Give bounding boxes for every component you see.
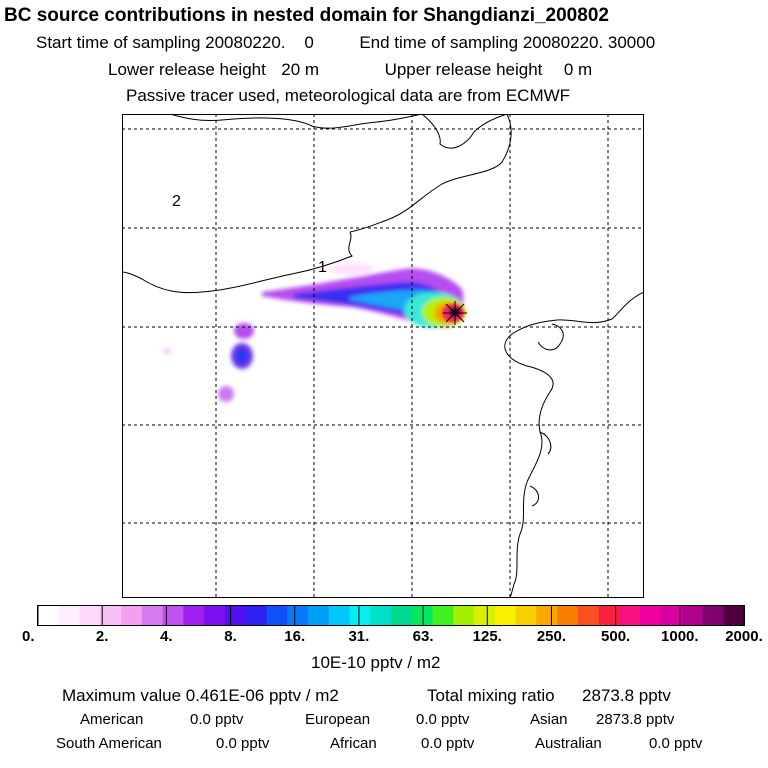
total-mixing: Total mixing ratio 2873.8 pptv [427, 686, 671, 706]
release-heights: Lower release height 20 m Upper release … [108, 60, 592, 80]
colorbar-tick-label: 2000. [725, 628, 763, 645]
colorbar-cell [266, 606, 288, 625]
colorbar-unit: 10E-10 pptv / m2 [311, 653, 441, 672]
colorbar-cell [328, 606, 351, 625]
max-value: Maximum value 0.461E-06 pptv / m2 [62, 686, 339, 706]
patch-west-2-core [236, 348, 248, 364]
patch-west-4 [163, 348, 171, 354]
lower-release-value: 20 m [281, 60, 320, 79]
region-european-name: European [305, 711, 371, 728]
region-label-1: 1 [318, 259, 327, 276]
colorbar-cell [307, 606, 330, 625]
colorbar-cell [204, 606, 226, 625]
region-asian-value: 2873.8 pptv [596, 711, 675, 728]
colorbar-cell [162, 606, 184, 625]
receptor-marker [443, 301, 467, 325]
colorbar-cell [494, 606, 517, 625]
colorbar-cells [38, 606, 745, 625]
colorbar-tick-label: 8. [224, 628, 237, 645]
max-value-label: Maximum value [62, 686, 182, 705]
upper-release-value: 0 m [563, 60, 593, 79]
region-african-name: African [330, 735, 377, 752]
colorbar-cell [287, 606, 309, 625]
colorbar-cell [640, 606, 662, 625]
colorbar-tick-label: 63. [412, 628, 434, 645]
region-australian-name: Australian [535, 735, 602, 752]
colorbar-frame [37, 605, 745, 626]
start-time-value: 20080220. 0 [205, 33, 314, 52]
colorbar-cell [536, 606, 558, 625]
region-african-value: 0.0 pptv [421, 735, 475, 752]
region-american-value: 0.0 pptv [190, 711, 244, 728]
region-australian-value: 0.0 pptv [649, 735, 703, 752]
region-south-american-name: South American [56, 735, 162, 752]
map-frame [122, 114, 644, 598]
colorbar-tick-label: 31. [348, 628, 370, 645]
end-time-value: 20080220. 30000 [522, 33, 656, 52]
colorbar-cell [660, 606, 683, 625]
colorbar-cell [515, 606, 537, 625]
total-mixing-label: Total mixing ratio [427, 686, 555, 705]
map-panel: 2 1 [122, 114, 644, 598]
colorbar-cell [38, 606, 60, 625]
region-south-american-value: 0.0 pptv [216, 735, 270, 752]
colorbar-cell [557, 606, 579, 625]
region-european-value: 0.0 pptv [416, 711, 470, 728]
colorbar-cell [474, 606, 496, 625]
colorbar-tick-label: 250. [536, 628, 567, 645]
colorbar-cell [245, 606, 268, 625]
tracer-note: Passive tracer used, meteorological data… [126, 86, 571, 105]
region-asian-name: Asian [530, 711, 568, 728]
colorbar [37, 605, 745, 626]
upper-release-label: Upper release height [384, 60, 543, 79]
patch-west-3 [218, 386, 234, 402]
colorbar-cell [224, 606, 247, 625]
colorbar-cell [121, 606, 143, 625]
start-time-label: Start time of sampling [36, 33, 201, 52]
colorbar-cell [100, 606, 122, 625]
colorbar-tick-label: 2. [95, 628, 109, 645]
country-boundaries [122, 114, 644, 598]
sampling-times: Start time of sampling 20080220. 0 End t… [36, 33, 655, 53]
colorbar-cell [681, 606, 704, 625]
colorbar-cell [349, 606, 371, 625]
colorbar-cell [432, 606, 454, 625]
colorbar-cell [619, 606, 641, 625]
colorbar-cell [598, 606, 621, 625]
colorbar-tick-label: 125. [472, 628, 502, 645]
total-mixing-value: 2873.8 pptv [582, 686, 671, 705]
colorbar-tick-label: 16. [284, 628, 306, 645]
colorbar-cell [183, 606, 205, 625]
colorbar-cell [411, 606, 434, 625]
colorbar-cell [723, 606, 745, 625]
lat-lon-grid [122, 114, 644, 598]
colorbar-tick-label: 500. [601, 628, 631, 645]
plume-faint-north [330, 263, 374, 275]
page-title: BC source contributions in nested domain… [4, 5, 609, 26]
colorbar-tick-label: 0. [22, 628, 35, 645]
region-american-name: American [80, 711, 144, 728]
lower-release-label: Lower release height [108, 60, 266, 79]
region-label-2: 2 [172, 193, 181, 210]
colorbar-tick-label: 4. [160, 628, 173, 645]
colorbar-cell [391, 606, 413, 625]
colorbar-tick-label: 1000. [661, 628, 699, 645]
colorbar-cell [702, 606, 724, 625]
colorbar-cell [79, 606, 101, 625]
colorbar-cell [141, 606, 164, 625]
max-value-number: 0.461E-06 pptv / m2 [185, 686, 339, 705]
colorbar-cell [58, 606, 81, 625]
patch-west-1 [234, 323, 254, 339]
colorbar-cell [577, 606, 600, 625]
end-time-label: End time of sampling [359, 33, 519, 52]
colorbar-cell [370, 606, 392, 625]
colorbar-cell [453, 606, 475, 625]
